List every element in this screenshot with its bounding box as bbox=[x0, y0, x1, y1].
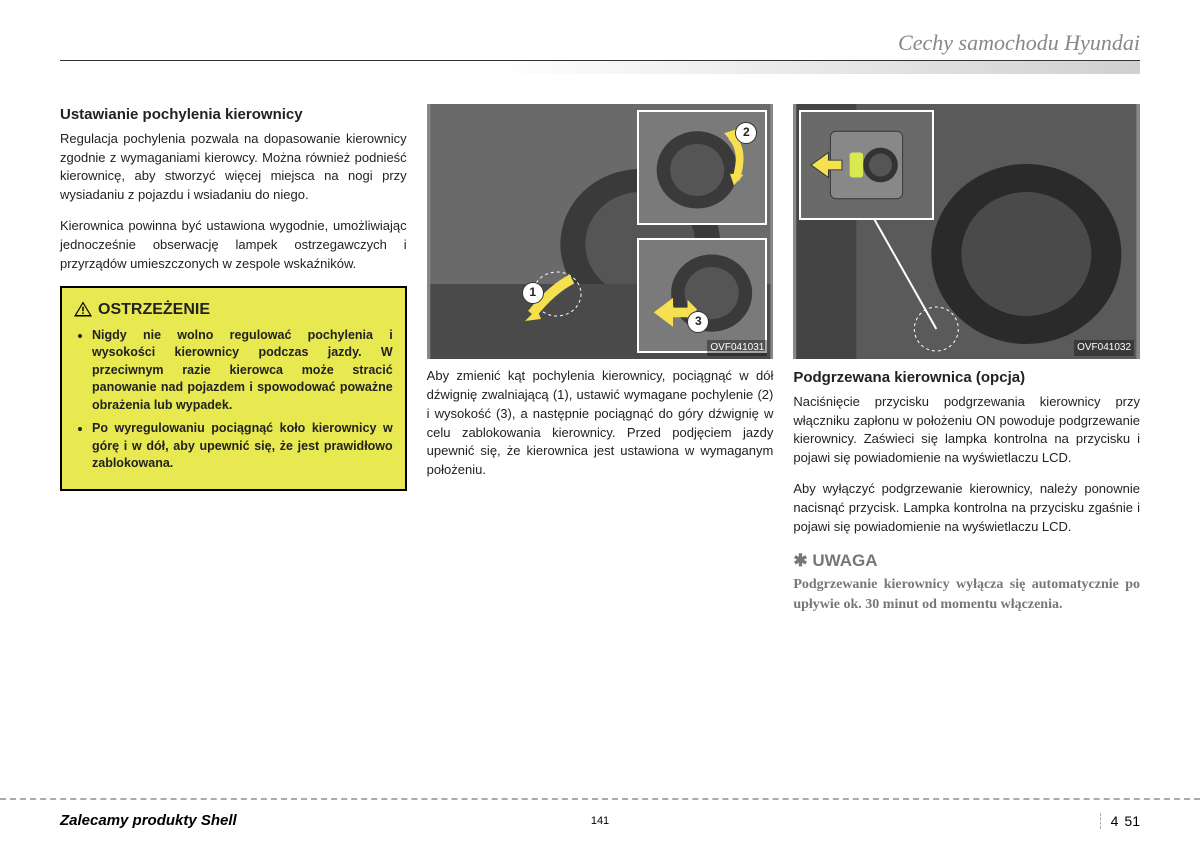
notice-title: UWAGA bbox=[793, 549, 1140, 574]
warning-item-1: Nigdy nie wolno regulować pochylenia i w… bbox=[92, 327, 393, 415]
figure-steering-adjust: 2 3 bbox=[427, 104, 774, 359]
col1-para2: Kierownica powinna być ustawiona wygodni… bbox=[60, 217, 407, 274]
warning-list: Nigdy nie wolno regulować pochylenia i w… bbox=[74, 327, 393, 473]
header-rule bbox=[60, 60, 1140, 74]
warning-box: OSTRZEŻENIE Nigdy nie wolno regulować po… bbox=[60, 286, 407, 491]
inset-telescope: 3 bbox=[637, 238, 767, 353]
col3-para2: Aby wyłączyć podgrzewanie kierownicy, na… bbox=[793, 480, 1140, 537]
column-2: 2 3 bbox=[427, 104, 774, 614]
footer-page-number: 451 bbox=[1100, 813, 1140, 829]
figure-heated-wheel: OVF041032 bbox=[793, 104, 1140, 359]
col3-para1: Naciśnięcie przycisku podgrzewania kiero… bbox=[793, 393, 1140, 468]
callout-1: 1 bbox=[522, 282, 544, 304]
notice-body: Podgrzewanie kierownicy wyłącza się auto… bbox=[793, 575, 1140, 614]
warning-title: OSTRZEŻENIE bbox=[74, 298, 393, 321]
warning-title-text: OSTRZEŻENIE bbox=[98, 298, 210, 321]
inset-heater-button bbox=[799, 110, 934, 220]
footer-tagline: Zalecamy produkty Shell bbox=[60, 812, 237, 829]
inset-tilt: 2 bbox=[637, 110, 767, 225]
figure-label-1: OVF041031 bbox=[707, 340, 767, 357]
chapter-title: Cechy samochodu Hyundai bbox=[60, 30, 1140, 60]
warning-item-2: Po wyregulowaniu pociągnąć koło kierowni… bbox=[92, 420, 393, 473]
column-1: Ustawianie pochylenia kierownicy Regulac… bbox=[60, 104, 407, 614]
footer-page: 51 bbox=[1124, 813, 1140, 829]
col2-para1: Aby zmienić kąt pochylenia kierownicy, p… bbox=[427, 367, 774, 480]
col1-para1: Regulacja pochylenia pozwala na dopasowa… bbox=[60, 130, 407, 205]
page-footer: Zalecamy produkty Shell 141 451 bbox=[0, 798, 1200, 829]
col3-heading: Podgrzewana kierownica (opcja) bbox=[793, 367, 1140, 389]
figure-label-2: OVF041032 bbox=[1074, 340, 1134, 357]
footer-chapter: 4 bbox=[1111, 813, 1125, 829]
warning-triangle-icon bbox=[74, 301, 92, 317]
footer-page-seq: 141 bbox=[591, 815, 609, 827]
col1-heading: Ustawianie pochylenia kierownicy bbox=[60, 104, 407, 126]
content-columns: Ustawianie pochylenia kierownicy Regulac… bbox=[60, 104, 1140, 614]
column-3: OVF041032 Podgrzewana kierownica (opcja)… bbox=[793, 104, 1140, 614]
